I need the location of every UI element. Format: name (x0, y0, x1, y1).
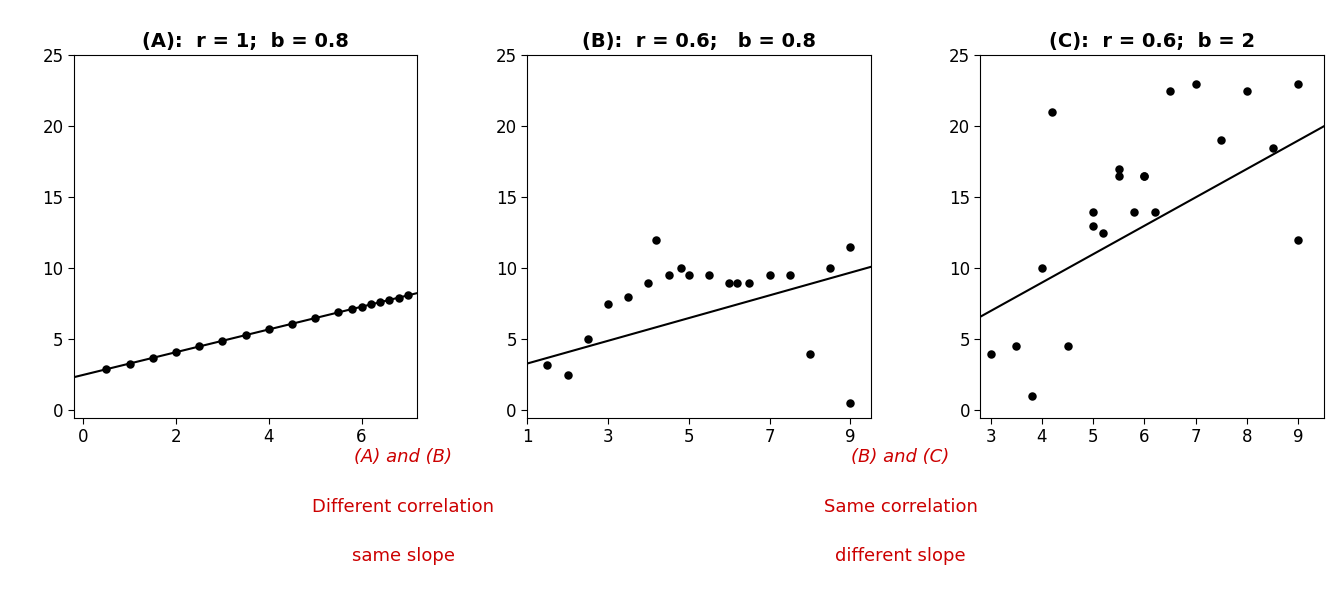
Title: (C):  r = 0.6;  b = 2: (C): r = 0.6; b = 2 (1050, 32, 1255, 51)
Text: same slope: same slope (352, 546, 454, 565)
Text: Different correlation: Different correlation (312, 497, 495, 516)
Title: (B):  r = 0.6;   b = 0.8: (B): r = 0.6; b = 0.8 (582, 32, 816, 51)
Text: Same correlation: Same correlation (824, 497, 977, 516)
Text: (B) and (C): (B) and (C) (851, 448, 950, 467)
Text: different slope: different slope (835, 546, 966, 565)
Title: (A):  r = 1;  b = 0.8: (A): r = 1; b = 0.8 (142, 32, 349, 51)
Text: (A) and (B): (A) and (B) (355, 448, 452, 467)
